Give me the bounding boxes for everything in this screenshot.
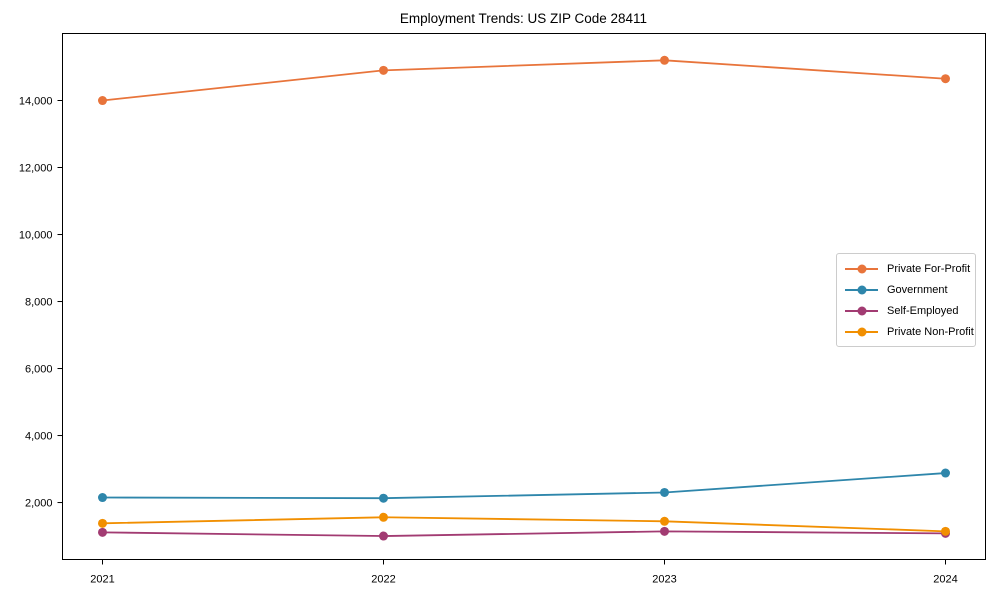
legend-marker-dot	[857, 327, 866, 336]
series-line-private-non-profit	[101, 516, 947, 533]
data-point-government	[660, 487, 669, 497]
legend-marker-dot	[857, 285, 866, 294]
x-tick-label: 2024	[933, 574, 957, 586]
data-point-government	[98, 493, 107, 503]
y-tick-label: 4,000	[25, 431, 53, 443]
legend-label: Government	[887, 283, 948, 296]
data-point-private-for-profit	[379, 65, 388, 75]
data-point-private-for-profit	[98, 96, 107, 106]
legend-item-private-for-profit: Private For-Profit	[841, 262, 971, 275]
data-point-private-non-profit	[379, 512, 388, 522]
x-tick-label: 2023	[652, 574, 676, 586]
series-line-government	[101, 472, 947, 500]
data-point-self-employed	[660, 526, 669, 536]
legend-label: Self-Employed	[887, 304, 959, 317]
series-line-self-employed	[101, 530, 947, 537]
legend-label: Private For-Profit	[887, 262, 971, 275]
y-tick-label: 2,000	[25, 498, 53, 510]
legend-item-private-non-profit: Private Non-Profit	[841, 325, 974, 338]
legend-marker-self-employed	[845, 306, 878, 315]
chart-title: Employment Trends: US ZIP Code 28411	[399, 11, 648, 26]
y-tick-label: 6,000	[25, 364, 53, 376]
legend-item-government: Government	[841, 283, 971, 296]
legend-item-self-employed: Self-Employed	[841, 304, 971, 317]
legend-marker-private-non-profit	[845, 327, 878, 336]
y-tick-label: 10,000	[19, 230, 53, 242]
series-line-private-for-profit	[101, 59, 947, 102]
data-point-private-for-profit	[941, 74, 950, 84]
data-point-private-non-profit	[660, 516, 669, 526]
legend: Private For-Profit Government Self-Employe…	[836, 253, 976, 347]
data-point-private-non-profit	[941, 526, 950, 536]
legend-marker-private-for-profit	[845, 264, 878, 273]
legend-label: Private Non-Profit	[887, 325, 974, 338]
data-point-government	[941, 468, 950, 478]
data-point-private-non-profit	[98, 518, 107, 528]
y-tick-label: 12,000	[19, 163, 53, 175]
data-point-government	[379, 493, 388, 503]
data-point-self-employed	[379, 531, 388, 541]
legend-marker-dot	[857, 306, 866, 315]
x-tick-label: 2022	[371, 574, 395, 586]
y-tick-label: 8,000	[25, 297, 53, 309]
legend-marker-government	[845, 285, 878, 294]
data-point-private-for-profit	[660, 55, 669, 65]
plot-frame	[62, 33, 986, 560]
y-tick-label: 14,000	[19, 96, 53, 108]
legend-marker-dot	[857, 264, 866, 273]
x-tick-label: 2021	[90, 574, 114, 586]
data-point-self-employed	[98, 527, 107, 537]
